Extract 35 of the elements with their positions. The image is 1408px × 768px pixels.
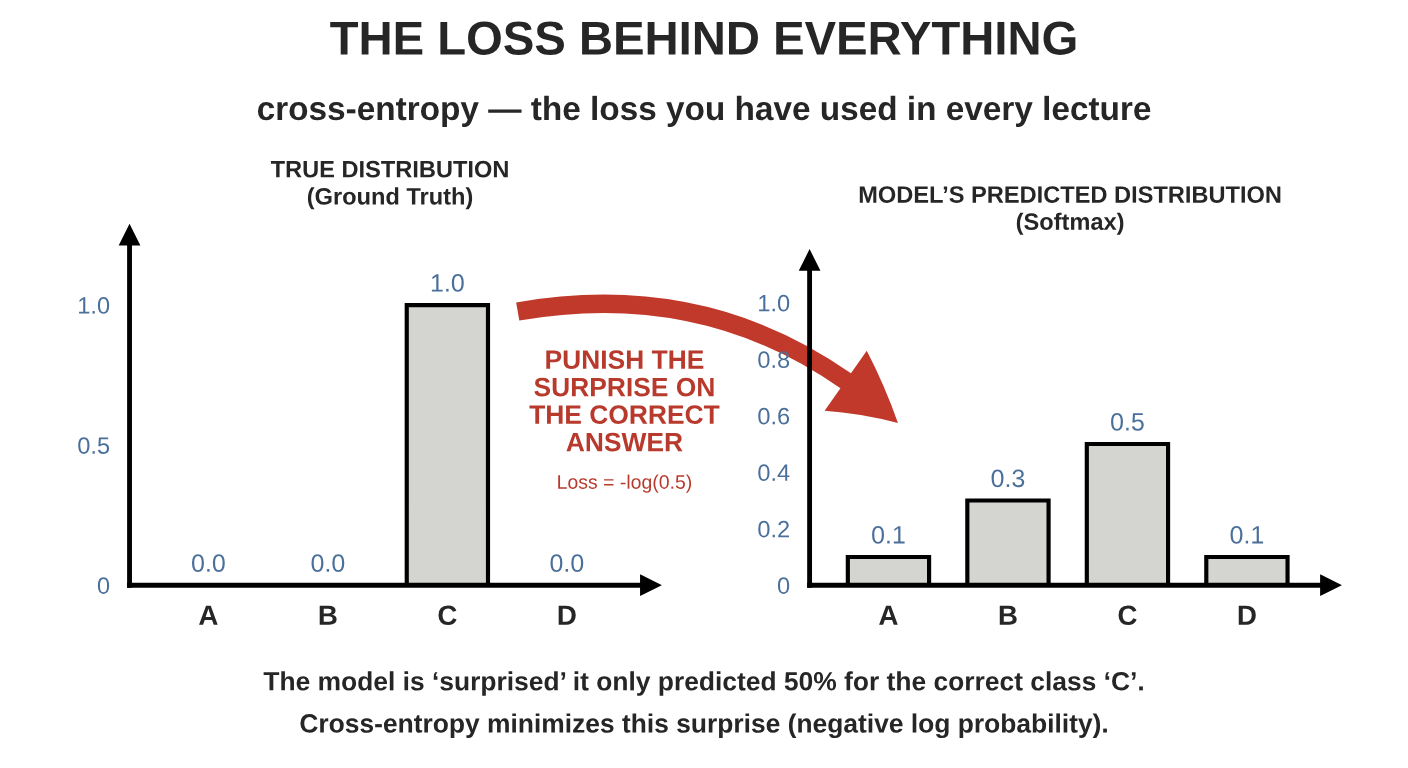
x-tick-label: D (1238, 605, 1256, 625)
y-tick-label: 0 (97, 577, 110, 594)
y-tick-label: 0.5 (78, 437, 110, 454)
text: The model is ‘surprised’ it only predicted 50% for the correct class ‘C’. (263, 671, 1143, 696)
y-tick-label: 0.4 (758, 464, 790, 482)
chart-subtitle: (Softmax) (1016, 212, 1124, 235)
data-label: 0.1 (872, 525, 905, 544)
data-label: 0.0 (311, 554, 345, 572)
text: Cross-entropy minimizes this surprise (negative log probability). (300, 713, 1107, 739)
y-tick-label: 1.0 (759, 294, 790, 312)
data-label: 0.5 (1111, 412, 1144, 431)
chart-title: MODEL’S PREDICTED DISTRIBUTION (859, 186, 1281, 203)
x-tick-label: C (438, 605, 457, 626)
annotation: Loss = -log(0.5) (558, 474, 692, 493)
y-tick-label: 0.2 (758, 520, 789, 538)
data-label: 1.0 (431, 274, 464, 292)
text: cross-entropy — the loss you have used in every lecture (257, 95, 1151, 127)
y-tick-label: 1.0 (79, 297, 110, 314)
y-tick-label: 0.6 (758, 407, 790, 425)
text: THE LOSS BEHIND EVERYTHING (330, 21, 1076, 55)
x-tick-label: B (999, 605, 1017, 625)
data-label: 0.1 (1230, 525, 1264, 544)
data-label: 0.3 (991, 469, 1025, 488)
x-tick-label: A (879, 605, 898, 625)
annotation: PUNISH THE SURPRISE ON THE CORRECT ANSWER (529, 350, 720, 452)
chart-subtitle: (Ground Truth) (307, 187, 473, 210)
x-tick-label: A (199, 605, 218, 625)
y-tick-label: 0 (777, 577, 790, 594)
x-tick-label: C (1118, 605, 1137, 626)
x-tick-label: D (558, 605, 576, 625)
x-tick-label: B (319, 605, 337, 625)
data-label: 0.0 (192, 554, 225, 572)
data-label: 0.0 (550, 554, 584, 572)
chart-title: TRUE DISTRIBUTION (270, 160, 508, 178)
y-tick-label: 0.8 (758, 351, 790, 369)
